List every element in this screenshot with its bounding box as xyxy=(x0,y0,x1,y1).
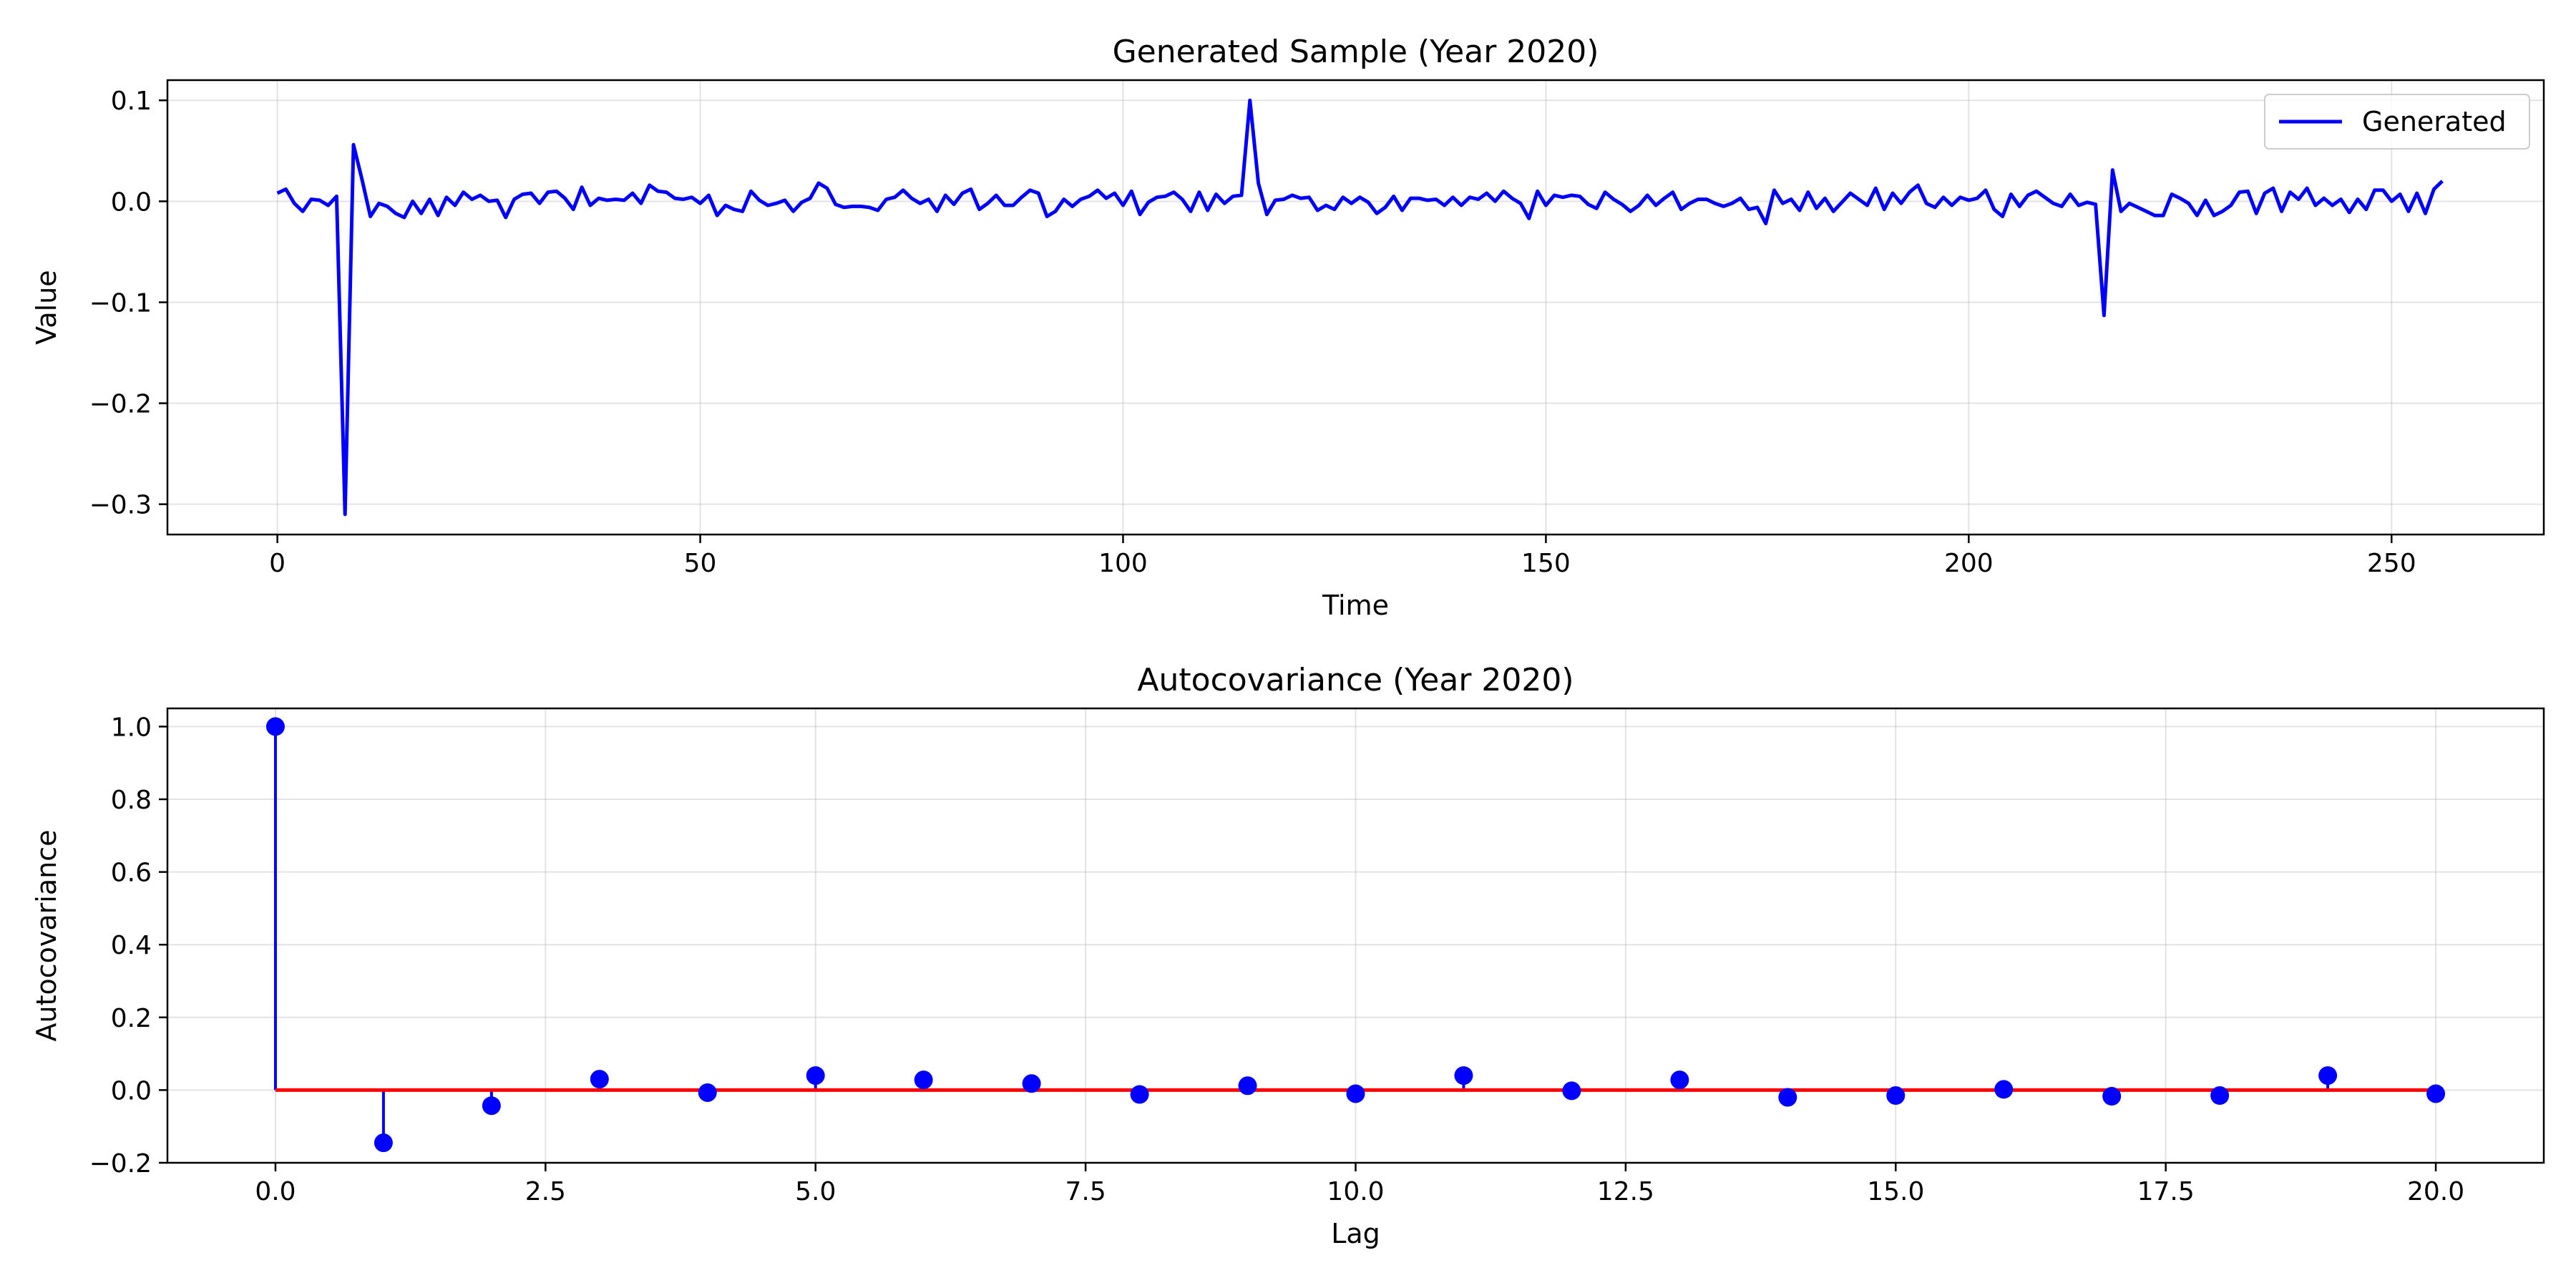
stem-marker xyxy=(914,1070,933,1090)
sample-plot-y-axis-label: Value xyxy=(31,270,62,344)
stem-marker xyxy=(1022,1074,1041,1093)
sample-plot-x-tick-label: 250 xyxy=(2367,549,2416,578)
stem-marker xyxy=(2210,1086,2230,1106)
sample-plot-x-tick-label: 100 xyxy=(1098,549,1148,578)
autocovariance-plot-x-tick-label: 12.5 xyxy=(1597,1177,1654,1206)
sample-plot-y-tick-label: −0.3 xyxy=(89,491,152,520)
autocovariance-plot-x-tick-label: 2.5 xyxy=(525,1177,566,1206)
autocovariance-plot-x-tick-label: 0.0 xyxy=(255,1177,296,1206)
sample-plot-frame xyxy=(166,79,2545,536)
stem-marker xyxy=(698,1083,717,1102)
autocovariance-plot-y-tick-label: −0.2 xyxy=(89,1149,152,1179)
sample-plot-x-tick-label: 0 xyxy=(269,549,286,578)
stem-marker xyxy=(374,1133,393,1153)
sample-plot-title: Generated Sample (Year 2020) xyxy=(1113,34,1599,70)
sample-plot-legend: Generated xyxy=(2264,94,2530,150)
autocovariance-plot-x-tick-label: 17.5 xyxy=(2137,1177,2195,1206)
stem-marker xyxy=(265,717,285,736)
stem-marker xyxy=(1346,1084,1365,1103)
stem-marker xyxy=(1778,1088,1797,1107)
sample-plot-y-ticks: 0.1 0.0 −0.1 −0.2 −0.3 xyxy=(89,87,167,520)
autocovariance-plot-x-ticks: 0.0 2.5 5.0 7.5 10.0 12.5 15.0 17.5 20.0 xyxy=(255,1163,2464,1206)
autocovariance-plot-y-ticks: 1.0 0.8 0.6 0.4 0.2 0.0 −0.2 xyxy=(89,713,167,1179)
sample-plot-grid xyxy=(167,80,2544,535)
sample-plot-y-tick-label: −0.2 xyxy=(89,390,152,419)
stem-marker xyxy=(1238,1076,1257,1096)
sample-plot-y-tick-label: −0.1 xyxy=(89,288,152,318)
sample-plot-series xyxy=(276,98,2444,517)
autocovariance-plot-y-tick-label: 0.6 xyxy=(111,859,152,888)
stem-marker xyxy=(1562,1081,1581,1101)
sample-plot: 0 50 100 150 200 250 0.1 0.0 −0.1 −0.2 −0.3 Gener… xyxy=(31,34,2545,621)
stem-marker xyxy=(1454,1066,1473,1085)
autocovariance-plot-y-tick-label: 0.0 xyxy=(111,1076,152,1106)
autocovariance-plot: 0.0 2.5 5.0 7.5 10.0 12.5 15.0 17.5 20.0 1.0 0.8 0… xyxy=(31,662,2545,1249)
autocovariance-plot-x-tick-label: 7.5 xyxy=(1065,1177,1106,1206)
stem-marker xyxy=(2102,1087,2122,1106)
autocovariance-markers xyxy=(265,717,2446,1153)
stem-marker xyxy=(2318,1066,2338,1085)
series-line-generated xyxy=(276,98,2444,517)
autocovariance-plot-x-axis-label: Lag xyxy=(1331,1218,1380,1249)
sample-plot-x-axis-label: Time xyxy=(1322,590,1389,621)
stem-marker xyxy=(806,1066,825,1085)
legend-box xyxy=(2264,94,2530,150)
autocovariance-plot-x-tick-label: 10.0 xyxy=(1327,1177,1384,1206)
stem-marker xyxy=(2426,1084,2446,1103)
autocovariance-plot-y-axis-label: Autocovariance xyxy=(31,830,62,1042)
stem-marker xyxy=(590,1070,609,1089)
stem-marker xyxy=(482,1096,501,1116)
sample-plot-x-tick-label: 200 xyxy=(1944,549,1994,578)
autocovariance-plot-y-tick-label: 0.4 xyxy=(111,931,152,960)
sample-plot-x-tick-label: 150 xyxy=(1521,549,1571,578)
autocovariance-plot-y-tick-label: 0.2 xyxy=(111,1004,152,1033)
stem-marker xyxy=(1994,1080,2014,1099)
sample-plot-x-ticks: 0 50 100 150 200 250 xyxy=(269,535,2416,578)
sample-plot-x-tick-label: 50 xyxy=(684,549,717,578)
autocovariance-plot-y-tick-label: 0.8 xyxy=(111,786,152,815)
legend-label-generated: Generated xyxy=(2362,106,2507,137)
autocovariance-plot-title: Autocovariance (Year 2020) xyxy=(1137,662,1574,698)
sample-plot-y-tick-label: 0.1 xyxy=(111,87,152,116)
stem-marker xyxy=(1886,1086,1906,1106)
stem-marker xyxy=(1130,1085,1149,1104)
stem-marker xyxy=(1670,1070,1689,1090)
sample-plot-y-tick-label: 0.0 xyxy=(111,187,152,217)
autocovariance-plot-x-tick-label: 15.0 xyxy=(1867,1177,1924,1206)
autocovariance-plot-y-tick-label: 1.0 xyxy=(111,713,152,742)
autocovariance-plot-x-tick-label: 5.0 xyxy=(795,1177,836,1206)
autocovariance-plot-x-tick-label: 20.0 xyxy=(2407,1177,2464,1206)
